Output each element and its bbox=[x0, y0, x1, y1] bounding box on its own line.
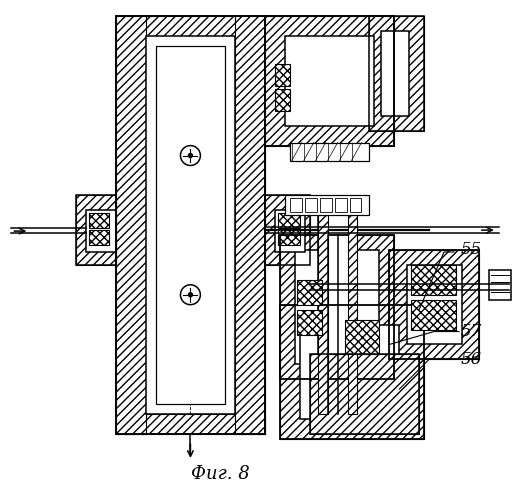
Bar bbox=[335, 198, 346, 212]
Circle shape bbox=[180, 285, 200, 304]
Bar bbox=[290, 198, 302, 212]
Bar bbox=[156, 46, 225, 404]
Bar bbox=[116, 414, 265, 434]
Bar bbox=[265, 196, 310, 265]
Bar bbox=[278, 230, 300, 245]
Bar bbox=[389, 250, 479, 360]
Circle shape bbox=[180, 146, 200, 166]
Text: 57: 57 bbox=[461, 323, 482, 340]
Bar bbox=[297, 280, 322, 304]
Bar bbox=[300, 324, 399, 419]
Bar bbox=[285, 36, 375, 126]
Bar bbox=[297, 310, 322, 334]
Bar bbox=[350, 198, 361, 212]
Bar bbox=[280, 235, 394, 380]
Bar bbox=[76, 196, 116, 265]
Bar bbox=[280, 235, 394, 380]
Bar bbox=[310, 354, 419, 434]
Bar bbox=[369, 16, 424, 130]
Bar bbox=[116, 16, 265, 51]
Bar bbox=[318, 215, 327, 414]
Bar bbox=[275, 210, 305, 252]
Bar bbox=[407, 265, 462, 344]
Circle shape bbox=[188, 154, 193, 158]
Bar bbox=[275, 64, 290, 86]
Bar bbox=[116, 16, 265, 434]
Bar bbox=[89, 213, 109, 228]
Bar bbox=[344, 320, 379, 354]
Bar bbox=[290, 142, 369, 160]
Bar bbox=[489, 270, 510, 300]
Bar bbox=[116, 16, 145, 434]
Bar bbox=[275, 89, 290, 111]
Bar bbox=[411, 300, 456, 330]
Text: Фиг. 8: Фиг. 8 bbox=[191, 465, 250, 483]
Bar bbox=[320, 198, 332, 212]
Bar bbox=[86, 210, 116, 252]
Bar bbox=[265, 16, 394, 146]
Bar bbox=[265, 196, 310, 265]
Bar bbox=[235, 16, 265, 434]
Bar bbox=[369, 16, 424, 130]
Bar bbox=[285, 196, 369, 215]
Bar bbox=[76, 196, 116, 265]
Bar bbox=[389, 250, 479, 360]
Bar bbox=[265, 16, 394, 146]
Circle shape bbox=[188, 293, 193, 296]
Bar bbox=[89, 230, 109, 245]
Bar bbox=[381, 31, 409, 116]
Bar bbox=[280, 304, 424, 439]
Bar bbox=[278, 213, 300, 228]
Text: 55: 55 bbox=[461, 242, 482, 258]
Bar bbox=[305, 198, 317, 212]
Bar bbox=[411, 265, 456, 294]
Bar bbox=[295, 250, 379, 364]
Bar bbox=[348, 215, 358, 414]
Text: 56: 56 bbox=[461, 351, 482, 368]
Bar bbox=[145, 36, 235, 414]
Bar bbox=[280, 304, 424, 439]
Bar bbox=[318, 215, 358, 414]
Bar bbox=[310, 354, 419, 434]
